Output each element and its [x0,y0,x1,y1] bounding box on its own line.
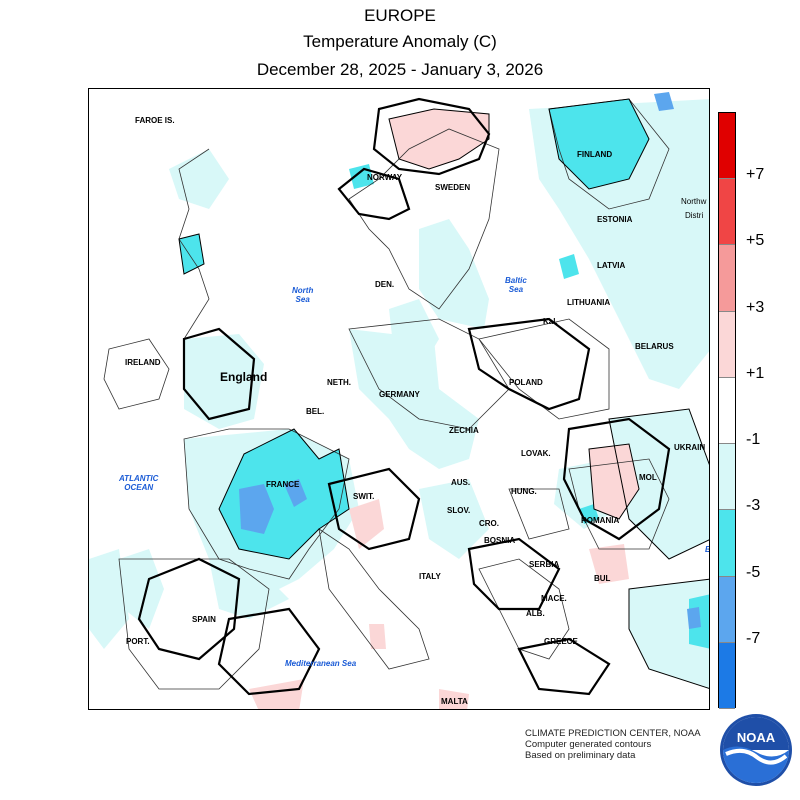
label-romania: ROMANIA [581,516,620,525]
credit-line-2: Computer generated contours [525,739,652,750]
label-croatia: CRO. [479,519,499,528]
label-district: Distri [685,211,704,220]
legend-tick-label: -7 [746,629,761,647]
legend-color-box [719,377,735,445]
label-bulgaria: BUL [594,574,611,583]
label-mediterranean-sea: Mediterranean Sea [285,659,357,668]
label-b-partial: B [705,545,709,554]
label-greece: GREECE [544,637,578,646]
label-hungary: HUNG. [511,487,537,496]
legend-tick-label: +3 [746,298,765,316]
label-baltic-sea: Baltic Sea [505,276,527,294]
label-poland: POLAND [509,378,543,387]
legend-tick-label: +5 [746,232,765,250]
legend-color-box [719,510,735,577]
noaa-logo-icon: NOAA [720,714,792,786]
noaa-logo-text: NOAA [737,730,776,745]
credit-line-1: CLIMATE PREDICTION CENTER, NOAA [525,728,701,739]
anomaly-fill-plus1-plus3 [249,109,639,709]
label-denmark: DEN. [375,280,395,289]
label-north-sea: North Sea [292,286,314,304]
anomaly-fill-minus5-minus7 [239,92,701,629]
label-norway: NORWAY [367,173,403,182]
label-czechia: ZECHIA [449,426,479,435]
label-moldova: MOL [639,473,657,482]
label-estonia: ESTONIA [597,215,633,224]
label-faroe: FAROE IS. [135,116,175,125]
label-ireland: IRELAND [125,358,161,367]
legend-color-box [719,576,735,643]
legend-color-box [719,245,735,312]
label-ukraine: UKRAIN [674,443,706,452]
label-northwest: Northw [681,197,707,206]
anomaly-map [89,92,709,709]
label-france: FRANCE [266,480,300,489]
label-england: England [220,370,268,384]
label-serbia: SERBIA [529,560,560,569]
map-panel: FAROE IS. FINLAND NORWAY SWEDEN ESTONIA … [88,88,710,710]
legend-tick-label: -1 [746,431,761,449]
label-albania: ALB. [526,609,545,618]
label-finland: FINLAND [577,150,613,159]
label-germany: GERMANY [379,390,420,399]
legend-tick-label: -3 [746,497,761,515]
label-macedonia: MACE. [541,594,567,603]
anomaly-fill-minus1-minus3 [89,99,709,689]
label-atlantic-ocean: ATLANTIC OCEAN [119,474,159,492]
label-austria: AUS. [451,478,471,487]
label-belgium: BEL. [306,407,325,416]
label-portugal: PORT. [126,637,150,646]
label-italy: ITALY [419,572,441,581]
label-switzerland: SWIT. [353,492,375,501]
label-belarus: BELARUS [635,342,674,351]
anomaly-legend-bar [718,112,736,709]
map-period-title: December 28, 2025 - January 3, 2026 [256,60,544,79]
legend-color-box [719,444,735,511]
legend-tick-label: +7 [746,166,765,184]
label-spain: SPAIN [192,615,216,624]
credit-block: CLIMATE PREDICTION CENTER, NOAA Computer… [525,728,701,761]
legend-color-box [719,113,735,180]
zero-anomaly-contours [137,97,671,696]
label-slovakia: LOVAK. [521,449,551,458]
credit-line-3: Based on preliminary data [525,750,636,761]
legend-color-box [719,311,735,378]
label-netherlands: NETH. [327,378,351,387]
label-lithuania: LITHUANIA [567,298,611,307]
label-sweden: SWEDEN [435,183,471,192]
map-coastlines [103,98,670,690]
label-slovenia: SLOV. [447,506,471,515]
anomaly-contours [178,98,709,689]
label-latvia: LATVIA [597,261,626,270]
map-region-title: EUROPE [364,6,436,25]
label-bosnia: BOSNIA [484,536,516,545]
label-malta: MALTA [441,697,468,706]
label-kaliningrad: Kal. [543,317,558,326]
legend-tick-label: +1 [746,364,765,382]
map-variable-title: Temperature Anomaly (C) [303,32,497,51]
legend-tick-label: -5 [746,563,761,581]
legend-color-box [719,179,735,246]
legend-color-box [719,642,735,709]
